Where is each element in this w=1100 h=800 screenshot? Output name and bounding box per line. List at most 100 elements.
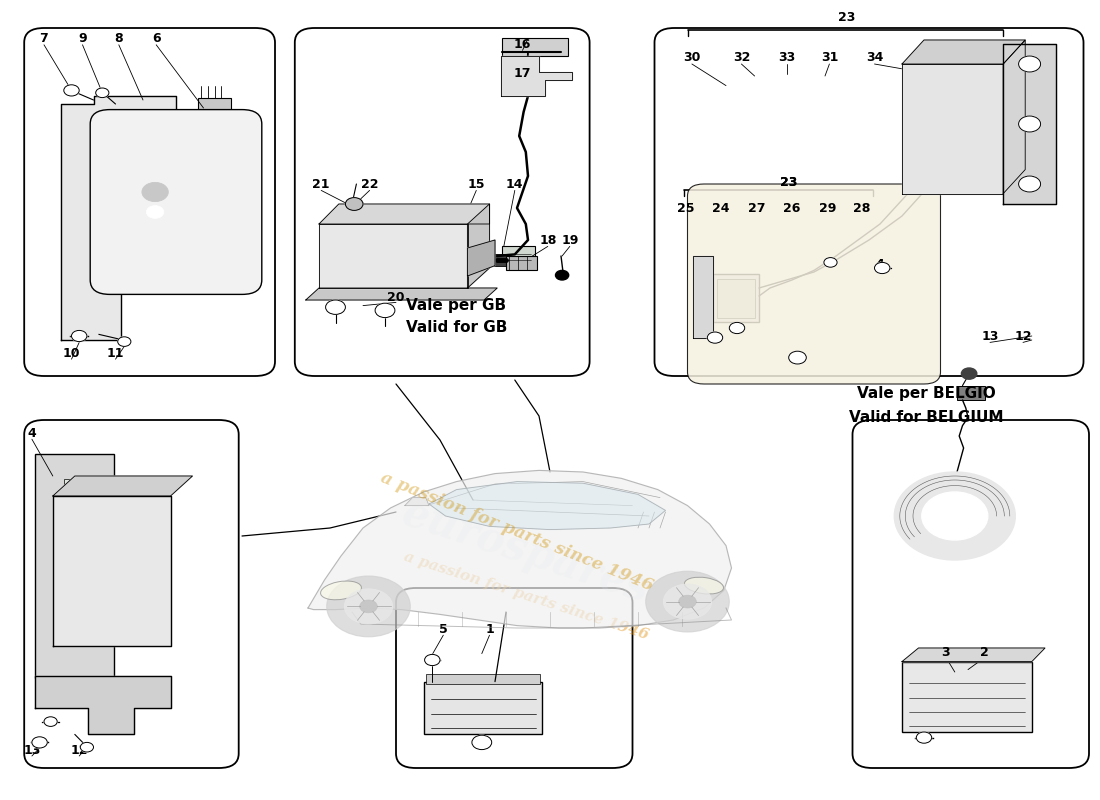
Text: 10: 10 [63, 347, 80, 360]
Circle shape [789, 351, 806, 364]
Text: 12: 12 [70, 744, 88, 757]
Polygon shape [60, 96, 176, 340]
Circle shape [142, 182, 168, 202]
Text: 15: 15 [468, 178, 485, 190]
Circle shape [44, 717, 57, 726]
Circle shape [1019, 56, 1041, 72]
Circle shape [646, 571, 729, 632]
Text: 22: 22 [361, 178, 378, 190]
Circle shape [64, 85, 79, 96]
Circle shape [663, 584, 712, 619]
Text: 28: 28 [852, 202, 870, 214]
Circle shape [1019, 116, 1041, 132]
Text: 8: 8 [114, 32, 123, 45]
Polygon shape [405, 498, 429, 506]
Circle shape [32, 737, 47, 748]
Polygon shape [53, 476, 192, 496]
FancyBboxPatch shape [688, 184, 940, 384]
Bar [506, 256, 537, 270]
Circle shape [327, 576, 410, 637]
Text: 6: 6 [152, 32, 161, 45]
Circle shape [729, 322, 745, 334]
Text: 5: 5 [439, 623, 448, 636]
Bar [717, 279, 755, 318]
Text: 24: 24 [712, 202, 729, 214]
Circle shape [472, 735, 492, 750]
Bar [424, 682, 542, 734]
Polygon shape [306, 288, 497, 300]
Text: 31: 31 [821, 51, 838, 64]
Bar [426, 674, 540, 684]
Text: Vale per GB: Vale per GB [406, 298, 507, 313]
Circle shape [874, 262, 890, 274]
Text: a passion for parts since 1946: a passion for parts since 1946 [378, 470, 656, 594]
Text: 26: 26 [783, 202, 801, 214]
Text: 7: 7 [40, 32, 48, 45]
Text: 19: 19 [561, 234, 579, 246]
Text: eurospares: eurospares [397, 492, 654, 612]
Text: 12: 12 [1014, 330, 1032, 342]
Text: Valid for GB: Valid for GB [406, 321, 507, 335]
Text: 14: 14 [506, 178, 524, 190]
Text: 4: 4 [876, 258, 884, 270]
Bar [60, 518, 157, 540]
Circle shape [345, 198, 363, 210]
Text: 33: 33 [778, 51, 795, 64]
Circle shape [894, 472, 1015, 560]
Bar [957, 386, 984, 400]
Text: 9: 9 [78, 32, 87, 45]
Bar [198, 98, 231, 114]
Polygon shape [468, 204, 490, 288]
Text: 11: 11 [107, 347, 124, 360]
Text: 1: 1 [485, 623, 494, 636]
Text: Vale per BELGIO: Vale per BELGIO [857, 386, 996, 401]
Bar [493, 254, 509, 266]
Circle shape [360, 600, 377, 613]
Circle shape [916, 732, 932, 743]
Circle shape [922, 492, 988, 540]
Circle shape [344, 589, 393, 624]
Ellipse shape [320, 581, 362, 600]
Text: 23: 23 [780, 176, 798, 189]
Text: 21: 21 [312, 178, 330, 190]
Text: 23: 23 [838, 11, 856, 24]
Text: 16: 16 [514, 38, 531, 50]
Polygon shape [693, 256, 713, 338]
Bar [35, 454, 114, 678]
Text: 13: 13 [23, 744, 41, 757]
Circle shape [707, 332, 723, 343]
Bar [924, 56, 955, 76]
Polygon shape [500, 56, 572, 96]
Bar [60, 582, 157, 604]
Text: 18: 18 [539, 234, 557, 246]
Circle shape [96, 88, 109, 98]
FancyBboxPatch shape [90, 110, 262, 294]
Circle shape [1019, 176, 1041, 192]
Polygon shape [53, 496, 170, 646]
Circle shape [118, 337, 131, 346]
Polygon shape [35, 676, 170, 734]
Circle shape [679, 595, 696, 608]
Text: a passion for parts since 1946: a passion for parts since 1946 [402, 550, 650, 642]
Text: 3: 3 [942, 646, 950, 658]
Bar [60, 550, 157, 572]
Circle shape [326, 300, 345, 314]
Bar [957, 64, 979, 78]
Text: 2: 2 [980, 646, 989, 658]
Bar [502, 246, 535, 264]
Polygon shape [902, 40, 1025, 64]
Polygon shape [468, 240, 495, 276]
Circle shape [146, 206, 164, 218]
Polygon shape [308, 470, 732, 628]
Text: 34: 34 [866, 51, 883, 64]
Text: 17: 17 [514, 67, 531, 80]
Polygon shape [319, 224, 468, 288]
Bar [119, 168, 190, 240]
Polygon shape [902, 64, 1003, 194]
Polygon shape [1003, 44, 1056, 204]
Text: 20: 20 [387, 291, 405, 304]
Circle shape [72, 330, 87, 342]
Polygon shape [1003, 40, 1025, 194]
Circle shape [961, 368, 977, 379]
Ellipse shape [684, 578, 724, 594]
